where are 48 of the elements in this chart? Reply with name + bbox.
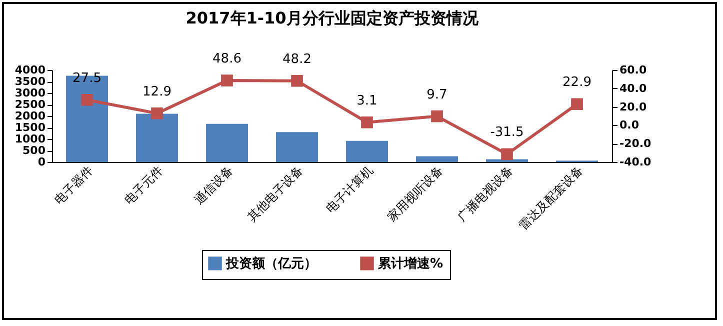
bar [486,159,528,162]
x-tick-label: 家用视听设备 [384,163,446,224]
x-tick-label: 电子元件 [122,163,166,207]
legend-label: 投资额（亿元） [225,255,317,272]
bar [276,132,318,162]
y-tick-label: 2500 [14,98,46,111]
point [571,98,583,110]
point [431,110,443,122]
point [221,74,233,86]
data-label: 3.1 [356,93,378,108]
point [501,148,513,160]
bar [136,114,178,162]
x-tick-label: 通信设备 [192,163,236,207]
point [291,74,303,87]
y-tick-label: 1500 [14,121,46,134]
y-tick-label: 3500 [14,75,46,88]
y2-tick-label: -20.0 [620,137,652,150]
x-tick-label: 其他电子设备 [244,163,306,224]
y-tick-label: 3000 [14,86,46,100]
y2-tick-label: -40.0 [620,156,652,168]
data-label: 48.2 [282,52,312,67]
data-label: 22.9 [562,75,592,90]
y-tick-label: 500 [22,144,46,157]
chart-title: 2017年1-10月分行业固定资产投资情况 [186,8,480,28]
point [81,94,93,106]
legend-label: 累计增速% [377,256,444,272]
data-label: -31.5 [490,125,524,140]
y2-tick-label: 40.0 [620,82,647,95]
y2-tick-label: 0.0 [620,118,640,132]
y-tick-label: 1000 [14,132,46,146]
y-tick-label: 0 [38,156,46,168]
data-label: 12.9 [142,84,172,100]
data-label: 48.6 [212,51,242,66]
bar [206,124,248,162]
x-tick-label: 雷达及配套设备 [516,163,586,232]
bar [416,156,458,162]
y-tick-label: 2000 [14,110,46,122]
data-label: 27.5 [72,70,102,86]
x-tick-label: 电子计算机 [323,163,376,216]
data-label: 9.7 [426,87,448,102]
x-tick-label: 广播电视设备 [454,163,516,224]
x-tick-label: 电子器件 [52,163,96,207]
point [361,116,373,128]
y-tick-label: 4000 [14,64,46,76]
bar [346,140,388,162]
point [151,107,163,120]
y2-tick-label: 60.0 [620,64,647,76]
y2-tick-label: 20.0 [620,100,647,114]
